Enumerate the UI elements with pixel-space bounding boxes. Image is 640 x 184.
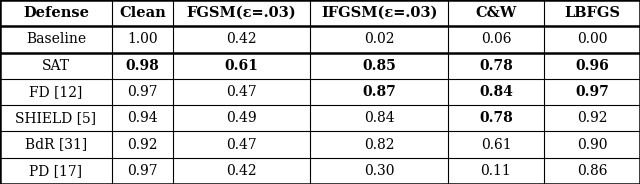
Text: 0.82: 0.82 <box>364 138 394 152</box>
Text: 0.92: 0.92 <box>577 111 607 125</box>
Text: 0.11: 0.11 <box>481 164 511 178</box>
Text: FD [12]: FD [12] <box>29 85 83 99</box>
Text: 0.92: 0.92 <box>127 138 157 152</box>
Text: 0.90: 0.90 <box>577 138 607 152</box>
Text: 0.97: 0.97 <box>127 85 157 99</box>
Text: BdR [31]: BdR [31] <box>25 138 87 152</box>
Text: Defense: Defense <box>23 6 89 20</box>
Text: LBFGS: LBFGS <box>564 6 620 20</box>
Text: 0.96: 0.96 <box>575 59 609 73</box>
Text: 0.97: 0.97 <box>127 164 157 178</box>
Text: Clean: Clean <box>119 6 166 20</box>
Text: 0.78: 0.78 <box>479 59 513 73</box>
Text: 0.06: 0.06 <box>481 32 511 46</box>
Text: 0.94: 0.94 <box>127 111 157 125</box>
Text: 0.42: 0.42 <box>227 32 257 46</box>
Text: 0.47: 0.47 <box>226 138 257 152</box>
Text: 0.86: 0.86 <box>577 164 607 178</box>
Text: FGSM(ε=.03): FGSM(ε=.03) <box>187 6 296 20</box>
Text: SAT: SAT <box>42 59 70 73</box>
Text: 0.02: 0.02 <box>364 32 394 46</box>
Text: 0.61: 0.61 <box>481 138 511 152</box>
Text: IFGSM(ε=.03): IFGSM(ε=.03) <box>321 6 437 20</box>
Text: 0.84: 0.84 <box>364 111 394 125</box>
Text: C&W: C&W <box>476 6 516 20</box>
Text: 0.78: 0.78 <box>479 111 513 125</box>
Text: 0.98: 0.98 <box>125 59 159 73</box>
Text: Baseline: Baseline <box>26 32 86 46</box>
Text: 0.47: 0.47 <box>226 85 257 99</box>
Text: 0.00: 0.00 <box>577 32 607 46</box>
Text: SHIELD [5]: SHIELD [5] <box>15 111 97 125</box>
Text: 0.85: 0.85 <box>362 59 396 73</box>
Text: PD [17]: PD [17] <box>29 164 83 178</box>
Text: 0.61: 0.61 <box>225 59 259 73</box>
Text: 0.87: 0.87 <box>362 85 396 99</box>
Text: 0.42: 0.42 <box>227 164 257 178</box>
Text: 0.84: 0.84 <box>479 85 513 99</box>
Text: 0.30: 0.30 <box>364 164 394 178</box>
Text: 0.97: 0.97 <box>575 85 609 99</box>
Text: 0.49: 0.49 <box>227 111 257 125</box>
Text: 1.00: 1.00 <box>127 32 157 46</box>
